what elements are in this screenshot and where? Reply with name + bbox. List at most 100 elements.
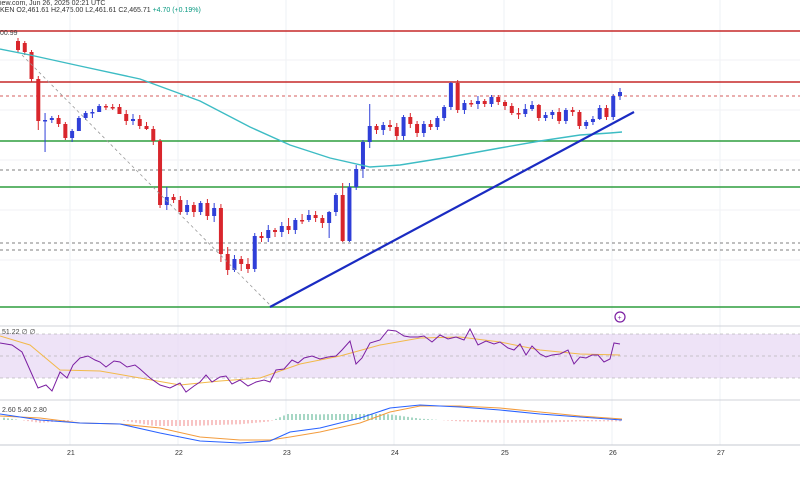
candle bbox=[421, 121, 426, 137]
candle bbox=[185, 200, 190, 215]
candle bbox=[158, 139, 163, 208]
candle-body bbox=[252, 236, 257, 269]
candle-body bbox=[428, 124, 433, 127]
candle bbox=[516, 108, 521, 119]
candle-body bbox=[611, 96, 616, 117]
candle-body bbox=[259, 236, 264, 238]
candle bbox=[16, 38, 20, 52]
moving-average-line bbox=[0, 48, 623, 168]
candle-body bbox=[597, 108, 602, 119]
candle-body bbox=[29, 52, 34, 79]
candle-body bbox=[374, 126, 379, 130]
candle bbox=[63, 122, 68, 140]
candle bbox=[313, 211, 318, 222]
candles bbox=[16, 38, 622, 275]
candle-body bbox=[185, 205, 190, 212]
candle-body bbox=[158, 141, 163, 205]
candle bbox=[354, 165, 359, 190]
header-ohlc: O2,461.61 H2,475.00 L2,461.61 C2,465.71 bbox=[16, 7, 151, 14]
rsi-ma-line bbox=[0, 335, 621, 386]
level-lines bbox=[0, 30, 800, 308]
candle-body bbox=[442, 107, 447, 118]
candle bbox=[577, 110, 582, 129]
candle-body bbox=[550, 112, 555, 115]
candle bbox=[435, 116, 440, 130]
candle-body bbox=[360, 142, 365, 169]
candle bbox=[151, 126, 156, 145]
candle bbox=[536, 104, 541, 121]
candle bbox=[563, 108, 568, 124]
candle-body bbox=[408, 117, 413, 124]
candle-body bbox=[130, 119, 135, 121]
candle-body bbox=[110, 107, 115, 109]
candle bbox=[22, 41, 27, 55]
candle-body bbox=[455, 83, 460, 110]
candle bbox=[130, 114, 135, 125]
candle-body bbox=[536, 105, 541, 118]
candle bbox=[381, 122, 386, 135]
candle bbox=[320, 215, 325, 228]
candle bbox=[618, 88, 622, 100]
candle bbox=[103, 104, 108, 110]
alert-icon[interactable]: + bbox=[614, 311, 626, 323]
candle-body bbox=[347, 187, 352, 241]
macd-line bbox=[0, 404, 623, 444]
candle bbox=[49, 116, 54, 123]
candle-body bbox=[340, 195, 345, 241]
candle bbox=[367, 104, 372, 148]
candle bbox=[475, 96, 480, 109]
candle-body bbox=[327, 212, 332, 223]
candle-body bbox=[503, 102, 508, 106]
candle-body bbox=[557, 112, 562, 121]
rsi-panel bbox=[0, 327, 800, 393]
candle-body bbox=[205, 203, 210, 216]
candle-body bbox=[320, 218, 325, 223]
candle bbox=[455, 80, 460, 113]
candle-body bbox=[448, 83, 453, 107]
candle bbox=[76, 116, 81, 131]
candle-body bbox=[266, 230, 271, 238]
candle-body bbox=[354, 169, 359, 187]
candle bbox=[117, 104, 122, 114]
candle bbox=[550, 110, 555, 119]
candle-body bbox=[530, 105, 535, 109]
chart-header: iew.com, Jun 26, 2025 02:21 UTC KEN O2,4… bbox=[0, 0, 201, 14]
x-tick-label: 22 bbox=[175, 450, 183, 457]
candle bbox=[428, 120, 433, 130]
candle bbox=[70, 129, 75, 142]
overlays bbox=[0, 48, 635, 308]
candle-body bbox=[584, 122, 589, 126]
candle bbox=[584, 120, 589, 129]
candle-body bbox=[36, 79, 41, 121]
candle-body bbox=[225, 254, 230, 270]
time-axis: 21 22 23 24 25 26 27 bbox=[67, 450, 725, 457]
candle-body bbox=[401, 117, 406, 136]
candle-body bbox=[367, 126, 372, 142]
candle-body bbox=[63, 124, 68, 138]
candle bbox=[408, 113, 413, 128]
candle bbox=[557, 108, 562, 124]
candle bbox=[218, 204, 223, 262]
candle bbox=[43, 113, 48, 152]
candle-body bbox=[144, 126, 149, 129]
x-tick-label: 23 bbox=[283, 450, 291, 457]
candle bbox=[293, 218, 298, 234]
candle bbox=[340, 183, 345, 242]
x-tick-label: 25 bbox=[501, 450, 509, 457]
candle bbox=[496, 95, 501, 105]
candle-body bbox=[83, 113, 88, 118]
candle bbox=[462, 100, 467, 114]
candle-body bbox=[482, 101, 487, 104]
candle bbox=[191, 202, 196, 217]
header-site: iew.com, Jun 26, 2025 02:21 UTC bbox=[0, 0, 106, 7]
candle-body bbox=[509, 106, 514, 113]
candle bbox=[279, 222, 284, 237]
candle-body bbox=[16, 41, 20, 50]
x-tick-label: 26 bbox=[609, 450, 617, 457]
candle-body bbox=[117, 107, 122, 114]
candle-body bbox=[516, 113, 521, 115]
rsi-label: 51.22 ∅ ∅ bbox=[2, 329, 36, 336]
candle bbox=[333, 193, 338, 216]
panel-labels: 00.99 51.22 ∅ ∅ 2.60 5.40 2.80 bbox=[0, 30, 47, 414]
